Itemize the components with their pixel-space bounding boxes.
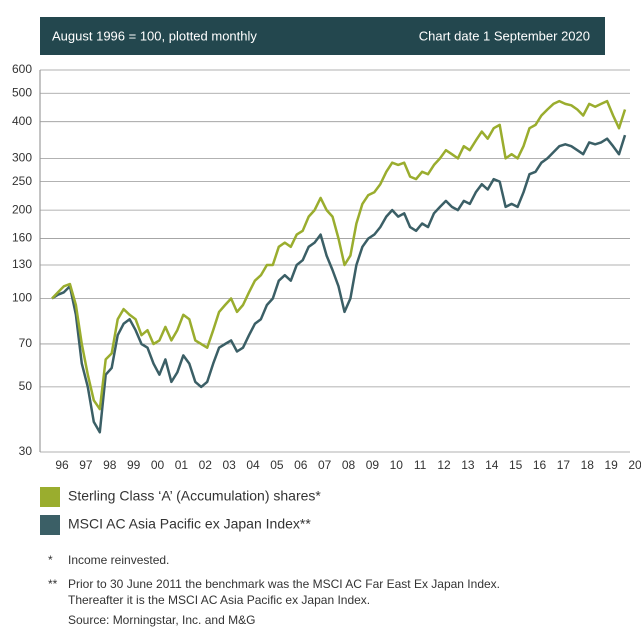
x-tick-label: 05 <box>270 458 284 472</box>
x-tick-label: 01 <box>175 458 189 472</box>
x-tick-label: 03 <box>222 458 236 472</box>
y-tick-label: 200 <box>12 202 32 216</box>
y-tick-label: 100 <box>12 291 32 305</box>
y-tick-label: 160 <box>12 231 32 245</box>
x-tick-label: 08 <box>342 458 356 472</box>
x-tick-label: 07 <box>318 458 332 472</box>
x-tick-label: 13 <box>461 458 475 472</box>
note-text: Thereafter it is the MSCI AC Asia Pacifi… <box>68 593 370 607</box>
series-line <box>51 134 627 434</box>
y-tick-label: 30 <box>19 444 33 458</box>
legend-label: MSCI AC Asia Pacific ex Japan Index** <box>68 516 311 532</box>
header-bar <box>40 17 605 55</box>
x-tick-label: 00 <box>151 458 165 472</box>
note-marker: ** <box>48 577 58 591</box>
legend-label: Sterling Class ‘A’ (Accumulation) shares… <box>68 488 321 504</box>
x-tick-label: 15 <box>509 458 523 472</box>
y-tick-label: 70 <box>19 336 33 350</box>
x-tick-label: 18 <box>581 458 595 472</box>
x-tick-label: 12 <box>437 458 451 472</box>
x-tick-label: 19 <box>604 458 618 472</box>
chart-subtitle: August 1996 = 100, plotted monthly <box>52 28 257 43</box>
x-tick-label: 04 <box>246 458 260 472</box>
y-tick-label: 130 <box>12 257 32 271</box>
source: Source: Morningstar, Inc. and M&G <box>68 613 255 627</box>
x-tick-label: 02 <box>199 458 213 472</box>
legend-swatch <box>40 515 60 535</box>
note-text: Prior to 30 June 2011 the benchmark was … <box>68 577 500 591</box>
series-line <box>51 99 627 411</box>
x-tick-label: 14 <box>485 458 499 472</box>
chart-title: Chart date 1 September 2020 <box>419 28 590 43</box>
x-tick-label: 97 <box>79 458 93 472</box>
x-tick-label: 10 <box>390 458 404 472</box>
note-text: Income reinvested. <box>68 553 169 567</box>
x-tick-label: 06 <box>294 458 308 472</box>
y-tick-label: 250 <box>12 174 32 188</box>
legend-swatch <box>40 487 60 507</box>
x-tick-label: 99 <box>127 458 141 472</box>
x-tick-label: 96 <box>55 458 69 472</box>
x-tick-label: 16 <box>533 458 547 472</box>
x-tick-label: 09 <box>366 458 380 472</box>
y-tick-label: 300 <box>12 151 32 165</box>
y-tick-label: 50 <box>19 379 33 393</box>
y-tick-label: 600 <box>12 62 32 76</box>
x-tick-label: 98 <box>103 458 117 472</box>
x-tick-label: 20 <box>628 458 641 472</box>
note-marker: * <box>48 553 53 567</box>
y-tick-label: 500 <box>12 85 32 99</box>
x-tick-label: 11 <box>414 458 427 472</box>
y-tick-label: 400 <box>12 114 32 128</box>
x-tick-label: 17 <box>557 458 571 472</box>
